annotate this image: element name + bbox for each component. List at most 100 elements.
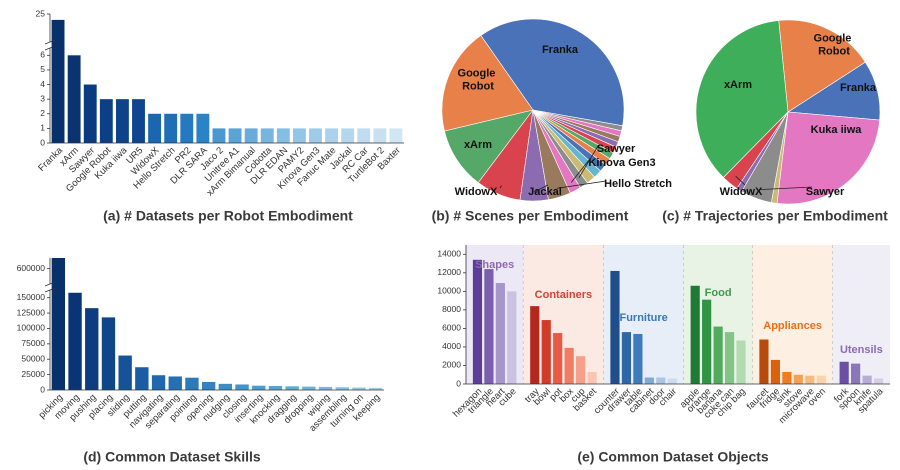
y-tick-label: 600000 (17, 263, 46, 273)
bar (135, 367, 149, 390)
group-label: Shapes (475, 259, 514, 271)
slice-label: WidowX (455, 186, 498, 198)
bar (373, 128, 387, 143)
bar (85, 308, 99, 390)
y-tick-label: 25000 (21, 369, 45, 379)
chart-title: (b) # Scenes per Embodiment (432, 208, 629, 224)
y-tick-label: 0 (40, 137, 45, 147)
bar (276, 128, 290, 143)
axis-break (44, 39, 56, 45)
bar (244, 128, 258, 143)
bar (621, 332, 632, 384)
y-tick-label: 50000 (21, 353, 45, 363)
bar (759, 339, 769, 384)
bar (67, 55, 81, 143)
bar (724, 332, 735, 384)
bar (341, 128, 355, 143)
bar (713, 326, 723, 384)
y-tick-label: 6 (40, 50, 45, 60)
bar (564, 347, 574, 384)
axis-break (44, 287, 56, 293)
bar (541, 320, 551, 384)
y-tick-label: 4 (40, 79, 45, 89)
group-label: Food (705, 287, 732, 299)
group-label: Furniture (619, 312, 667, 324)
bar (252, 385, 266, 390)
bar (587, 371, 597, 384)
bar (101, 317, 116, 390)
leader-line (570, 159, 590, 183)
y-tick-label: 2 (40, 108, 45, 118)
y-tick-label: 6000 (442, 323, 461, 333)
chart-title: (c) # Trajectories per Embodiment (662, 208, 888, 224)
slice-label: xArm (464, 139, 492, 151)
bar (873, 378, 884, 384)
bar (235, 384, 249, 390)
slice-label: Google Robot (458, 67, 499, 92)
bar (816, 375, 826, 384)
slice-label: Franka (840, 82, 877, 94)
y-tick-label: 12000 (437, 267, 461, 277)
bar (736, 340, 746, 384)
bar (180, 113, 194, 143)
y-tick-label: 25 (36, 8, 46, 18)
bar (389, 128, 403, 143)
y-tick-label: 1 (40, 123, 45, 133)
slice-label: Kinova Gen3 (588, 157, 655, 169)
pie-slice (695, 20, 789, 178)
bar (68, 292, 82, 390)
bar (285, 386, 299, 390)
y-tick-label: 150000 (17, 292, 46, 302)
bar (368, 387, 383, 390)
pie-slice (778, 19, 866, 113)
bar (702, 299, 712, 384)
bar (862, 375, 872, 384)
slice-label: WidowX (720, 186, 763, 198)
y-tick-label: 0 (40, 384, 45, 394)
pie-slice (776, 111, 880, 205)
chart-title: (d) Common Dataset Skills (83, 449, 261, 465)
bar (196, 113, 210, 143)
bar (553, 333, 563, 384)
leader-line (556, 180, 607, 189)
y-tick-label: 100000 (17, 323, 46, 333)
leader-line (759, 186, 813, 191)
slice-label: Google Robot (814, 32, 855, 57)
pie-slice (441, 35, 534, 132)
bar (690, 285, 700, 384)
y-tick-label: 4000 (442, 341, 461, 351)
leader-line (578, 145, 599, 179)
slice-label: Hello Stretch (604, 178, 672, 190)
bar (302, 386, 316, 390)
y-tick-label: 5 (40, 64, 45, 74)
slice-label: Sawyer (597, 143, 636, 155)
bar (168, 376, 182, 390)
group-label: Utensils (840, 344, 883, 356)
group-label: Containers (535, 289, 592, 301)
group-background (832, 245, 890, 384)
bar (793, 374, 803, 384)
bar (228, 128, 242, 143)
axis-break (44, 281, 56, 287)
bar (260, 128, 274, 143)
bar (805, 375, 815, 384)
y-tick-label: 0 (456, 378, 461, 388)
bar (164, 113, 178, 143)
leader-line (533, 184, 549, 193)
bar (839, 361, 849, 384)
leader-line (735, 175, 746, 186)
bar (115, 99, 129, 143)
chart-title: (e) Common Dataset Objects (577, 449, 769, 465)
bar (667, 378, 677, 384)
bar (851, 363, 861, 384)
bar (51, 19, 65, 143)
bar (644, 377, 654, 384)
bar (309, 128, 322, 143)
slice-label: Sawyer (806, 186, 845, 198)
bar (99, 99, 113, 143)
y-tick-label: 10000 (437, 286, 461, 296)
bar (325, 128, 339, 143)
bar (335, 387, 349, 390)
bar (292, 128, 306, 143)
